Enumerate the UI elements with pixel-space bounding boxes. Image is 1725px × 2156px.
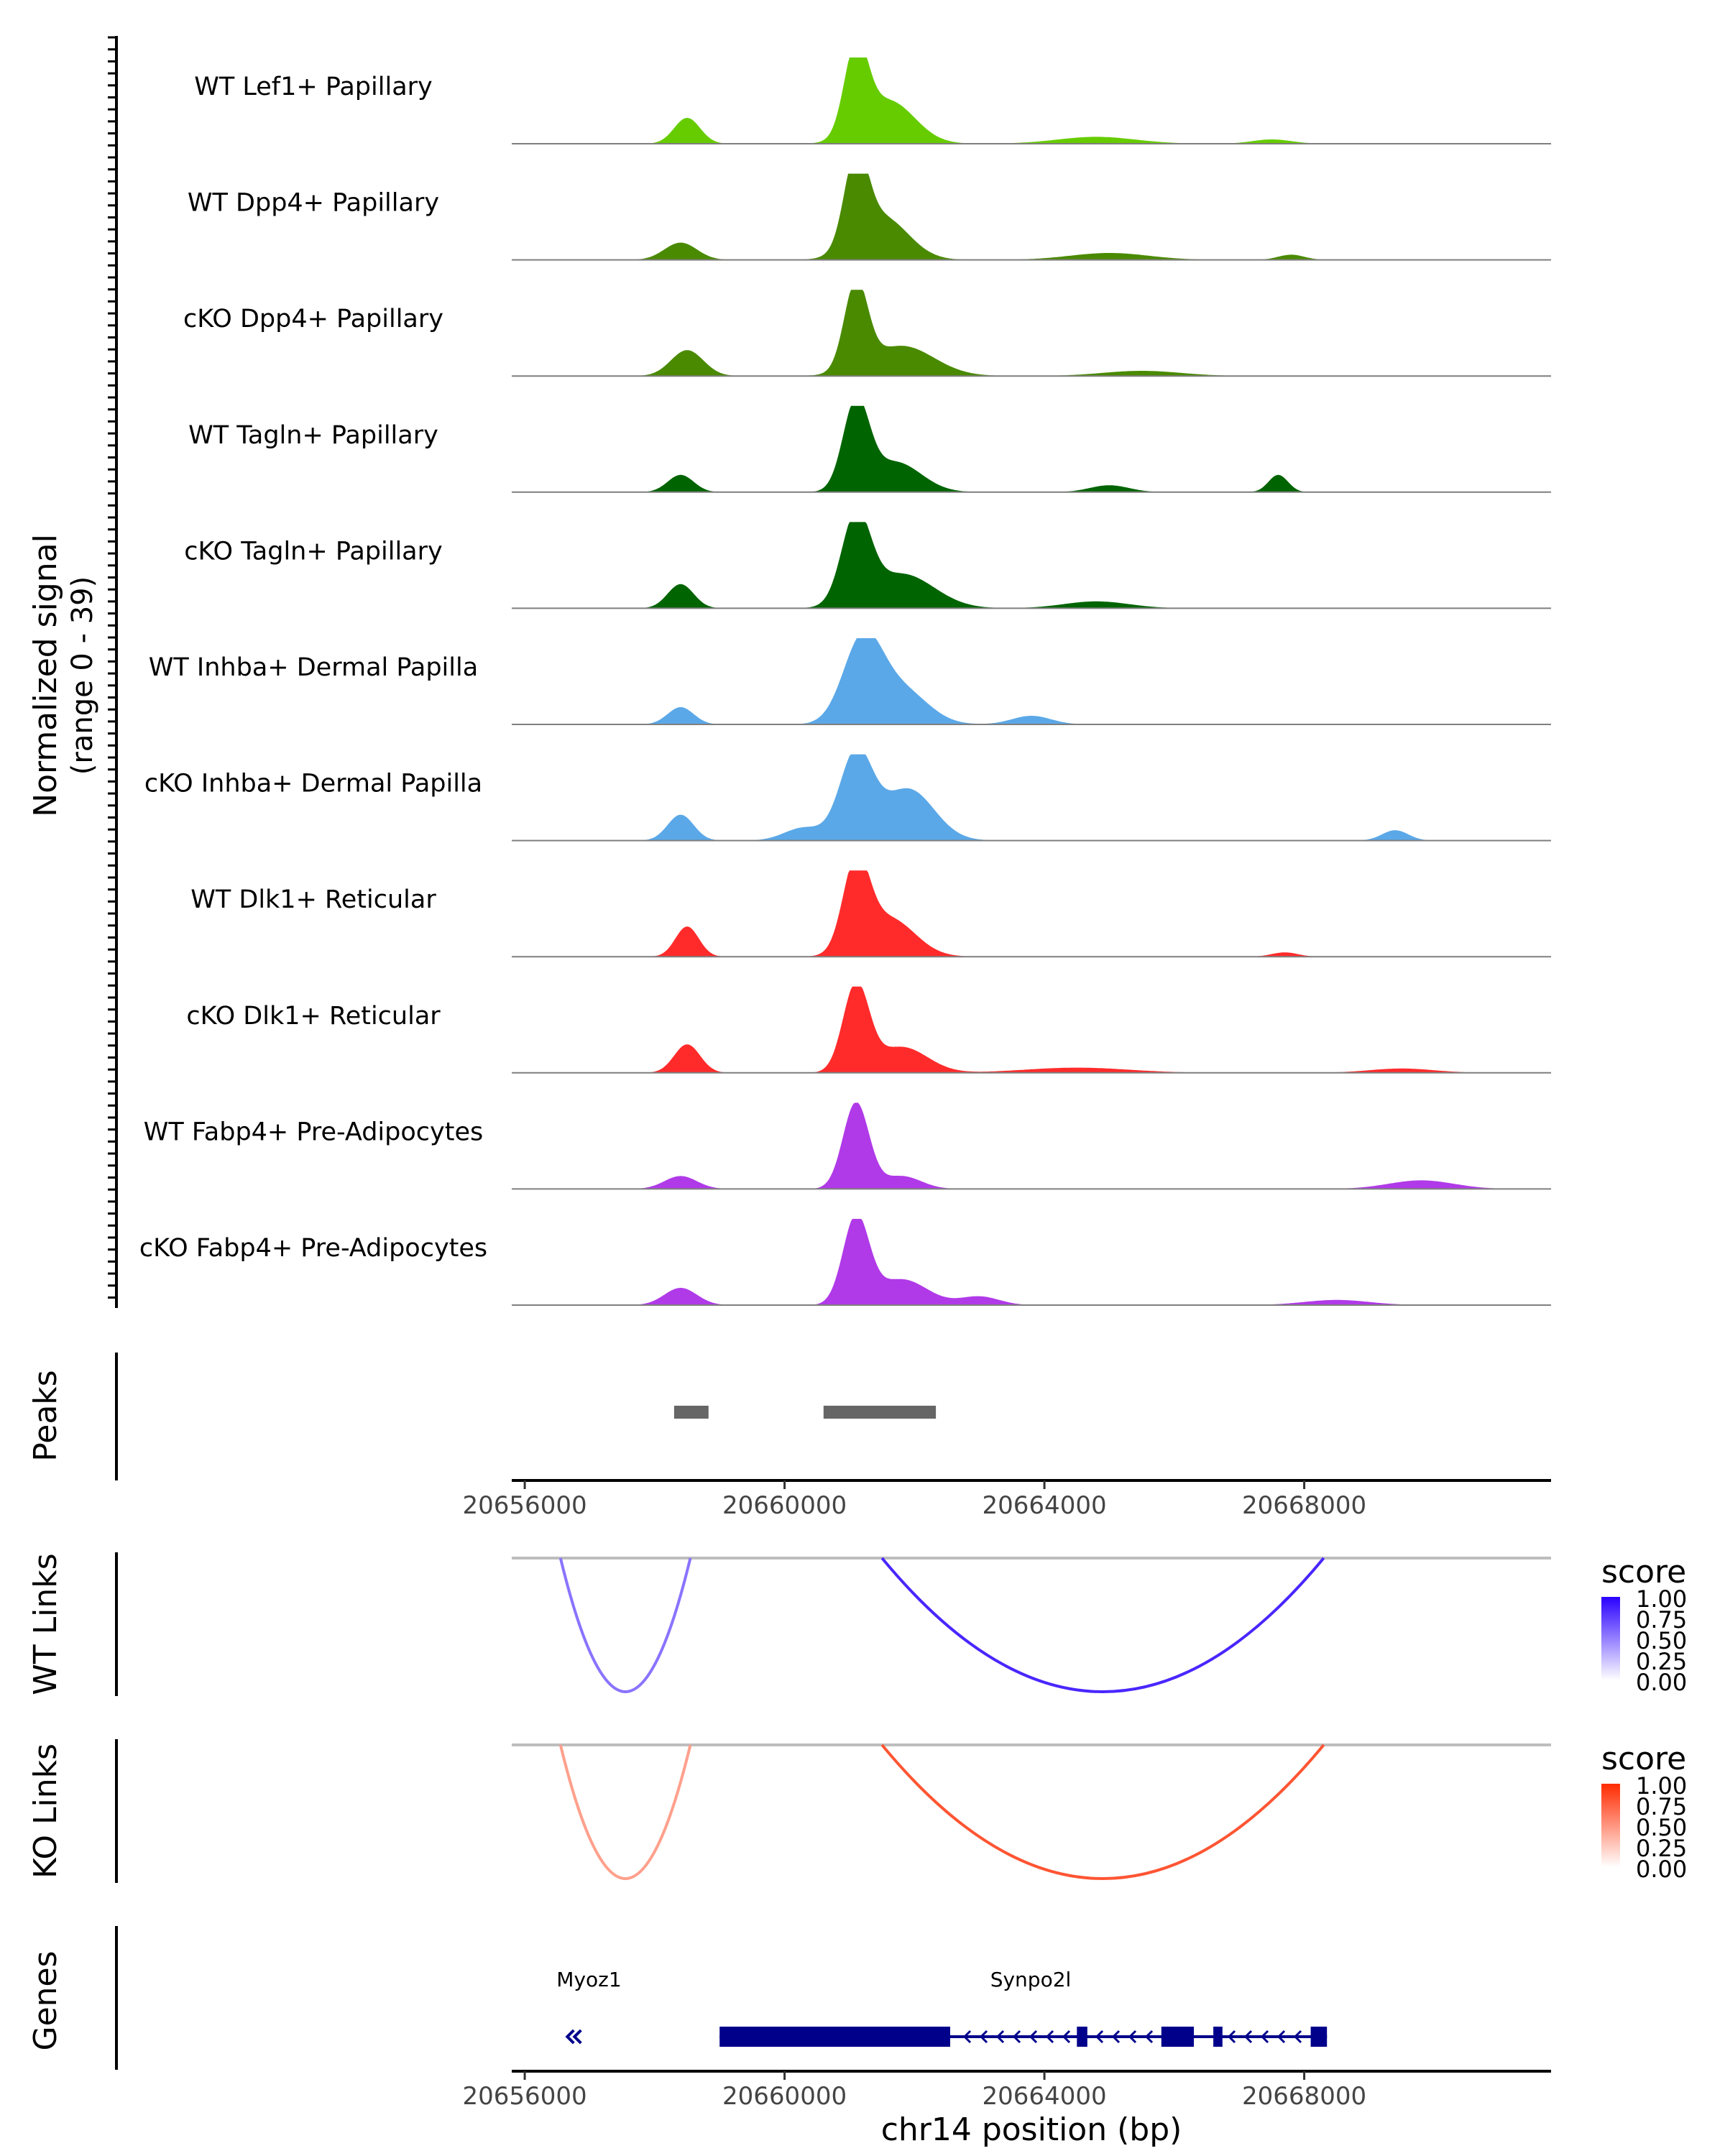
ko-links-arcs (558, 1743, 1325, 1880)
strand-arrow (1227, 2030, 1236, 2044)
peak-region (673, 1406, 709, 1419)
coverage-area (512, 290, 1551, 377)
legend-tick-label: 0.00 (1636, 1856, 1687, 1883)
strand-arrow (1293, 2030, 1302, 2044)
x-tick-label: 20656000 (463, 2082, 587, 2111)
link-arc (880, 1743, 1325, 1880)
coverage-area (512, 986, 1551, 1073)
x-tick-label: 20668000 (1242, 1491, 1366, 1520)
strand-arrow (1144, 2030, 1154, 2044)
coverage-area (512, 638, 1551, 724)
legend-tick-label: 0.75 (1636, 1606, 1687, 1634)
legend-tick-label: 0.75 (1636, 1793, 1687, 1820)
legend-title: score (1601, 1741, 1686, 1777)
x-axis-label: chr14 position (bp) (881, 2111, 1182, 2148)
track-label: cKO Fabp4+ Pre-Adipocytes (139, 1234, 487, 1263)
track-label: WT Fabp4+ Pre-Adipocytes (144, 1118, 483, 1146)
track-label: cKO Inhba+ Dermal Papilla (144, 770, 482, 798)
wt-links-label: WT Links (27, 1553, 64, 1695)
y-axis-label: Normalized signal (27, 534, 64, 817)
strand-arrow (1243, 2030, 1253, 2044)
gene-exon (1213, 2027, 1223, 2047)
strand-arrow (1276, 2030, 1286, 2044)
track-label: WT Inhba+ Dermal Papilla (149, 653, 478, 682)
legend-tick-label: 0.25 (1636, 1648, 1687, 1675)
gene-exon (719, 2027, 950, 2047)
legend-tick-label: 1.00 (1636, 1772, 1687, 1800)
gene-exon (1310, 2027, 1328, 2047)
strand-arrow (1012, 2030, 1021, 2044)
wt-links-arcs (558, 1557, 1325, 1693)
strand-arrow (962, 2030, 972, 2044)
peaks-track (673, 1406, 937, 1419)
track-label: WT Dpp4+ Papillary (188, 189, 439, 218)
gene-exon (1077, 2027, 1087, 2047)
x-tick-label: 20660000 (722, 1491, 847, 1520)
strand-arrow (979, 2030, 988, 2044)
strand-arrow (1062, 2030, 1071, 2044)
link-arc (558, 1557, 692, 1693)
gene-label: Synpo2l (990, 1968, 1072, 1991)
track-label: cKO Tagln+ Papillary (184, 537, 443, 566)
strand-arrow (1029, 2030, 1038, 2044)
legend-colorbar (1601, 1597, 1620, 1680)
link-arc (558, 1744, 692, 1880)
x-axis-top: 20656000 20660000 20664000 20668000 (463, 1480, 1366, 1520)
strand-arrow (1045, 2030, 1054, 2044)
coverage-area (512, 1102, 1551, 1189)
strand-arrow (1260, 2030, 1269, 2044)
coverage-area (512, 870, 1551, 957)
y-axis-range-label: (range 0 - 39) (66, 576, 99, 775)
coverage-tracks: WT Lef1+ Papillary WT Dpp4+ Papillary cKO … (139, 57, 1551, 1306)
legend-colorbar (1601, 1784, 1620, 1867)
peaks-track-label: Peaks (27, 1370, 64, 1461)
x-tick-label: 20656000 (463, 1491, 587, 1520)
strand-arrow (1095, 2030, 1104, 2044)
genes-track-label: Genes (27, 1950, 64, 2050)
coverage-area (512, 754, 1551, 841)
x-tick-label: 20660000 (722, 2082, 847, 2111)
x-axis-bottom: 20656000 20660000 20664000 20668000 (463, 2071, 1366, 2111)
track-label: WT Dlk1+ Reticular (190, 885, 436, 914)
x-tick-label: 20664000 (983, 2082, 1107, 2111)
track-label: cKO Dpp4+ Papillary (183, 305, 443, 333)
link-arc (880, 1557, 1325, 1693)
legend-tick-label: 0.50 (1636, 1627, 1687, 1654)
coverage-area (512, 1219, 1551, 1305)
track-label: cKO Dlk1+ Reticular (186, 1002, 441, 1031)
genes-track: Myoz1 Synpo2l (556, 1968, 1328, 2047)
signal-y-axis-ticks (108, 36, 116, 1299)
x-tick-label: 20664000 (983, 1491, 1107, 1520)
coverage-area (512, 405, 1551, 492)
coverage-area (512, 57, 1551, 144)
strand-arrow (565, 2029, 582, 2045)
legend-title: score (1601, 1554, 1686, 1590)
legend-tick-label: 0.25 (1636, 1835, 1687, 1862)
strand-arrow (995, 2030, 1005, 2044)
track-label: WT Lef1+ Papillary (194, 73, 433, 101)
gene-label: Myoz1 (556, 1968, 621, 1991)
strand-arrow (1111, 2030, 1121, 2044)
track-label: WT Tagln+ Papillary (188, 421, 438, 450)
x-tick-label: 20668000 (1242, 2082, 1366, 2111)
legend-tick-label: 1.00 (1636, 1585, 1687, 1613)
ko-links-label: KO Links (27, 1743, 64, 1879)
coverage-area (512, 522, 1551, 609)
gene-exon (1161, 2027, 1194, 2047)
legend-tick-label: 0.00 (1636, 1669, 1687, 1696)
peak-region (823, 1406, 937, 1419)
coverage-area (512, 173, 1551, 260)
legend-tick-label: 0.50 (1636, 1814, 1687, 1841)
strand-arrow (1128, 2030, 1137, 2044)
